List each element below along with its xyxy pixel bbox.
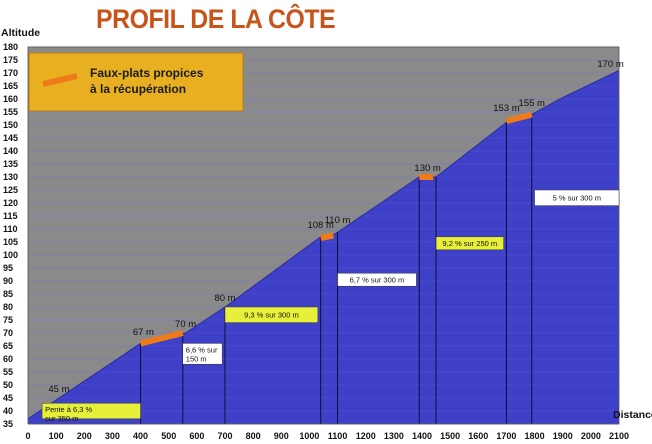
- x-tick-label: 1700: [496, 431, 516, 441]
- grade-box: [224, 306, 319, 323]
- x-tick-label: 1600: [468, 431, 488, 441]
- y-tick-label: 135: [3, 159, 18, 169]
- y-tick-label: 170: [3, 68, 18, 78]
- grade-box-label: 6,6 % sur: [186, 345, 218, 354]
- y-tick-label: 65: [3, 341, 13, 351]
- y-tick-label: 75: [3, 315, 13, 325]
- grade-box-label: 5 % sur 300 m: [553, 194, 601, 203]
- y-tick-label: 55: [3, 367, 13, 377]
- x-tick-label: 1300: [384, 431, 404, 441]
- false-flat-marker: [139, 330, 184, 347]
- x-axis-label: Distance: [613, 409, 652, 421]
- y-tick-label: 130: [3, 172, 18, 182]
- legend-label: à la récupération: [90, 82, 186, 96]
- altitude-label: 108 m: [307, 220, 333, 231]
- x-tick-label: 2100: [609, 431, 629, 441]
- y-tick-label: 105: [3, 237, 18, 247]
- altitude-label: 130 m: [414, 163, 440, 174]
- y-axis-label: Altitude: [1, 27, 41, 39]
- y-tick-label: 50: [3, 380, 13, 390]
- legend-label: Faux-plats propices: [90, 66, 204, 80]
- x-tick-label: 100: [49, 431, 64, 441]
- grade-box: [41, 402, 141, 420]
- grade-box: [534, 189, 620, 206]
- x-tick-label: 400: [133, 431, 148, 441]
- altitude-label: 110 m: [325, 215, 351, 226]
- y-tick-label: 180: [3, 42, 18, 52]
- grade-box-label: sur 350 m: [45, 414, 78, 423]
- y-tick-label: 95: [3, 263, 13, 273]
- x-tick-label: 700: [217, 431, 232, 441]
- y-tick-label: 60: [3, 354, 13, 364]
- false-flat-marker: [320, 232, 334, 242]
- legend-marker: [42, 73, 78, 87]
- altitude-label: 155 m: [519, 98, 545, 109]
- x-tick-label: 1000: [299, 431, 319, 441]
- y-tick-label: 80: [3, 302, 13, 312]
- y-tick-label: 160: [3, 94, 18, 104]
- y-tick-label: 110: [3, 224, 18, 234]
- y-tick-label: 140: [3, 146, 18, 156]
- altitude-label: 67 m: [133, 327, 154, 338]
- x-tick-label: 900: [274, 431, 289, 441]
- x-tick-label: 1800: [525, 431, 545, 441]
- chart-title: PROFIL DE LA CÔTE: [96, 4, 336, 34]
- y-tick-label: 150: [3, 120, 18, 130]
- y-tick-label: 120: [3, 198, 18, 208]
- grade-box-label: 9,3 % sur 300 m: [244, 311, 299, 320]
- y-tick-label: 70: [3, 328, 13, 338]
- altitude-label: 70 m: [175, 319, 196, 330]
- grade-box: [337, 272, 417, 287]
- y-tick-label: 85: [3, 289, 13, 299]
- y-tick-label: 45: [3, 393, 13, 403]
- altitude-label: 170 m: [597, 59, 623, 70]
- altitude-label: 153 m: [493, 103, 519, 114]
- legend-box: [28, 52, 244, 112]
- grade-box-label: Pente à 6,3 %: [45, 405, 92, 414]
- y-tick-label: 115: [3, 211, 18, 221]
- y-tick-label: 100: [3, 250, 18, 260]
- plot-frame: [27, 46, 620, 425]
- x-tick-label: 1400: [412, 431, 432, 441]
- grade-box-label: 150 m: [186, 354, 207, 363]
- y-tick-label: 90: [3, 276, 13, 286]
- grade-box-label: 9,2 % sur 250 m: [443, 239, 498, 248]
- y-tick-label: 125: [3, 185, 18, 195]
- x-tick-label: 500: [161, 431, 176, 441]
- x-tick-label: 600: [189, 431, 204, 441]
- y-tick-label: 155: [3, 107, 18, 117]
- x-tick-label: 800: [246, 431, 261, 441]
- x-tick-label: 1900: [553, 431, 573, 441]
- y-tick-label: 35: [3, 419, 13, 429]
- grade-box: [435, 236, 504, 251]
- y-tick-label: 165: [3, 81, 18, 91]
- false-flat-marker: [505, 111, 533, 125]
- x-tick-label: 1500: [440, 431, 460, 441]
- altitude-label: 80 m: [214, 293, 235, 304]
- x-tick-label: 2000: [581, 431, 601, 441]
- x-tick-label: 200: [77, 431, 92, 441]
- x-tick-label: 0: [25, 431, 30, 441]
- grade-box: [182, 343, 223, 365]
- y-tick-label: 175: [3, 55, 18, 65]
- altitude-label: 45 m: [48, 384, 69, 395]
- y-tick-label: 145: [3, 133, 18, 143]
- x-tick-label: 300: [105, 431, 120, 441]
- x-tick-label: 1200: [356, 431, 376, 441]
- grade-box-label: 6,7 % sur 300 m: [350, 276, 405, 285]
- y-tick-label: 40: [3, 406, 13, 416]
- x-tick-label: 1100: [328, 431, 348, 441]
